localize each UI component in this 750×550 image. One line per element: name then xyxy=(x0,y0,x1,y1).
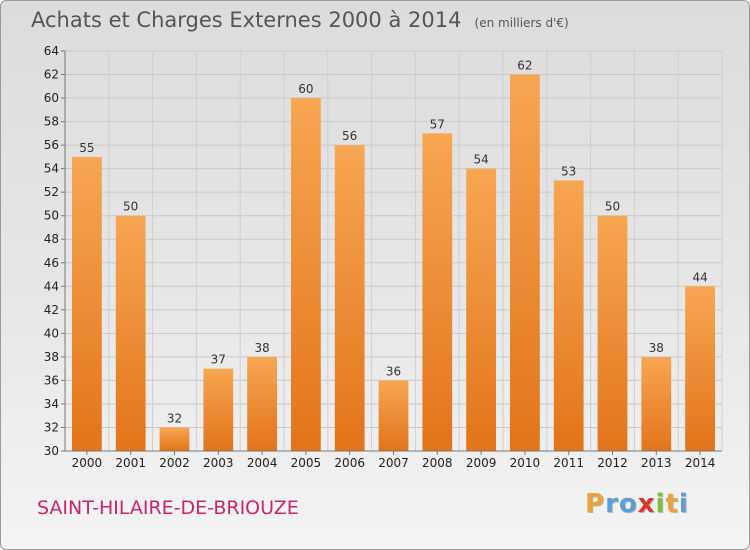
x-tick-label: 2013 xyxy=(641,456,672,470)
x-tick-label: 2003 xyxy=(203,456,234,470)
y-tick-label: 36 xyxy=(44,373,59,387)
data-label-2014: 44 xyxy=(692,270,707,284)
proxiti-logo: Proxiti xyxy=(585,489,689,519)
y-tick-label: 52 xyxy=(44,185,59,199)
data-label-2000: 55 xyxy=(79,141,94,155)
x-tick-label: 2004 xyxy=(247,456,278,470)
y-tick-label: 54 xyxy=(44,162,59,176)
logo-letter: i xyxy=(655,489,666,519)
data-label-2006: 56 xyxy=(342,129,357,143)
y-tick-label: 48 xyxy=(44,232,59,246)
data-label-2007: 36 xyxy=(386,364,401,378)
bar-2004 xyxy=(247,356,277,451)
data-label-2010: 62 xyxy=(517,59,532,73)
bar-2003 xyxy=(203,368,234,451)
x-tick-label: 2007 xyxy=(378,456,409,470)
y-tick-label: 60 xyxy=(44,91,59,105)
bar-2002 xyxy=(159,427,190,451)
x-tick-label: 2006 xyxy=(334,456,365,470)
unit-note: (en milliers d'€) xyxy=(474,16,569,30)
y-tick-label: 64 xyxy=(44,44,59,58)
y-tick-label: 40 xyxy=(44,326,59,340)
y-tick-label: 42 xyxy=(44,303,59,317)
logo-letter: i xyxy=(678,489,689,519)
x-tick-label: 2012 xyxy=(597,456,628,470)
y-tick-label: 44 xyxy=(44,279,59,293)
bar-2006 xyxy=(334,145,365,451)
y-tick-label: 50 xyxy=(44,209,59,223)
y-tick-label: 38 xyxy=(44,350,59,364)
bar-2000 xyxy=(72,156,102,451)
chart-title: Achats et Charges Externes 2000 à 2014 xyxy=(31,8,462,32)
data-label-2002: 32 xyxy=(167,411,182,425)
bars: 55 50 32 37 38 60 56 36 57 54 62 53 50 38 44 xyxy=(72,59,715,452)
data-label-2011: 53 xyxy=(561,164,576,178)
y-axis: 30 32 34 36 38 40 42 44 46 48 50 52 54 56 58 60 62 64 xyxy=(44,44,66,458)
data-label-2013: 38 xyxy=(649,341,664,355)
bar-2012 xyxy=(597,215,628,451)
x-tick-label: 2002 xyxy=(159,456,190,470)
y-tick-label: 34 xyxy=(44,397,59,411)
data-label-2001: 50 xyxy=(123,200,138,214)
y-tick-label: 62 xyxy=(44,68,59,82)
logo-letter: P xyxy=(585,489,606,519)
commune-name: SAINT-HILAIRE-DE-BRIOUZE xyxy=(37,497,299,519)
x-axis: 2000 2001 2002 2003 2004 2005 2006 2007 2008 2009… xyxy=(65,450,722,470)
x-tick-label: 2014 xyxy=(685,456,716,470)
data-label-2004: 38 xyxy=(254,341,269,355)
data-label-2003: 37 xyxy=(211,353,226,367)
logo-letter: x xyxy=(637,489,656,519)
y-tick-label: 46 xyxy=(44,256,59,270)
y-tick-label: 58 xyxy=(44,115,59,129)
x-tick-label: 2009 xyxy=(466,456,497,470)
x-tick-label: 2008 xyxy=(422,456,453,470)
bar-2005 xyxy=(291,98,321,451)
bar-2009 xyxy=(466,168,496,451)
bar-2001 xyxy=(115,215,146,451)
data-label-2009: 54 xyxy=(473,153,488,167)
y-tick-label: 32 xyxy=(44,420,59,434)
bar-2010 xyxy=(510,74,540,451)
y-tick-label: 30 xyxy=(44,444,59,458)
logo-letter: r xyxy=(605,489,619,519)
bar-2013 xyxy=(641,356,672,451)
x-tick-label: 2011 xyxy=(553,456,584,470)
bar-2007 xyxy=(378,380,409,451)
logo-letter: o xyxy=(618,489,638,519)
chart-title-block: Achats et Charges Externes 2000 à 2014 (… xyxy=(31,8,569,32)
y-tick-label: 56 xyxy=(44,138,59,152)
x-tick-label: 2000 xyxy=(72,456,103,470)
x-tick-label: 2010 xyxy=(510,456,541,470)
bar-2014 xyxy=(685,286,715,451)
bar-2011 xyxy=(553,180,584,452)
logo-letter: t xyxy=(665,489,679,519)
data-label-2005: 60 xyxy=(298,82,313,96)
data-label-2008: 57 xyxy=(430,117,445,131)
x-tick-label: 2005 xyxy=(291,456,322,470)
data-label-2012: 50 xyxy=(605,200,620,214)
x-tick-label: 2001 xyxy=(115,456,146,470)
bar-2008 xyxy=(422,133,453,451)
